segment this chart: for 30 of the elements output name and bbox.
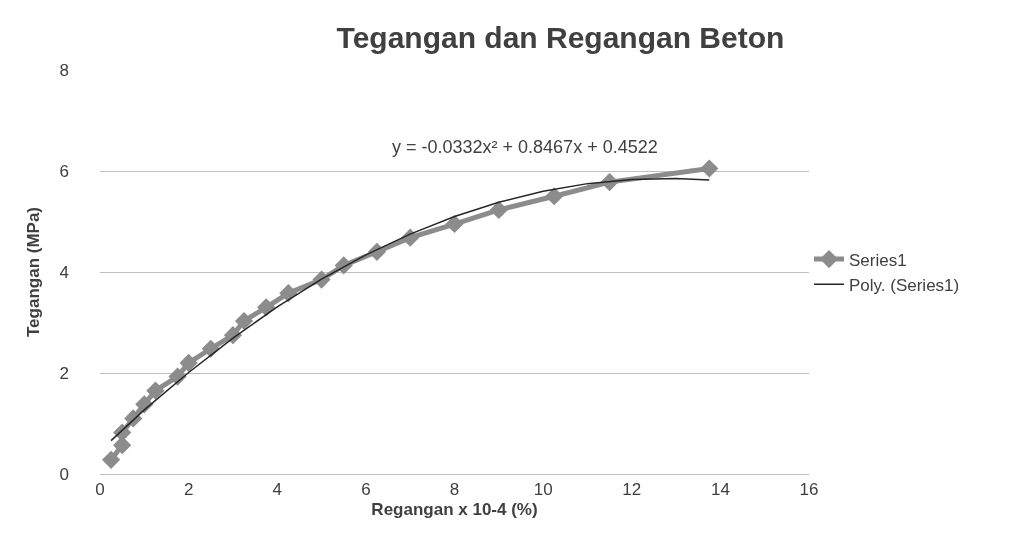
- point: [545, 187, 564, 206]
- x-tick-label: 6: [361, 480, 371, 500]
- x-tick-label: 2: [183, 480, 194, 500]
- x-tick-label: 12: [622, 480, 642, 500]
- y-tick-label: 8: [59, 60, 69, 80]
- x-tick-label: 4: [272, 480, 282, 500]
- legend-label: Poly. (Series1): [849, 275, 960, 295]
- point: [234, 311, 254, 331]
- y-tick-label: 6: [59, 161, 69, 181]
- point: [257, 298, 276, 317]
- x-tick-label: 16: [799, 480, 819, 500]
- x-tick-label: 14: [710, 480, 730, 500]
- point: [279, 284, 298, 303]
- annotation: y = -0.0332x² + 0.8467x + 0.4522: [392, 137, 658, 157]
- x-tick-label: 0: [95, 480, 105, 500]
- y-tick-label: 2: [59, 363, 69, 383]
- point: [101, 450, 121, 469]
- point: [489, 200, 508, 219]
- point: [179, 353, 198, 372]
- legend-label: Series1: [849, 250, 907, 270]
- y-tick-label: 0: [59, 464, 69, 484]
- x-axis-title: Regangan x 10-4 (%): [371, 499, 538, 519]
- x-tick-label: 8: [449, 480, 460, 500]
- y-tick-label: 4: [59, 262, 69, 282]
- chart-title: Tegangan dan Regangan Beton: [336, 21, 785, 55]
- y-axis-title: Tegangan (MPa): [24, 206, 44, 338]
- point: [445, 214, 464, 234]
- point: [700, 159, 719, 178]
- point: [146, 381, 165, 400]
- x-tick-label: 10: [533, 480, 553, 500]
